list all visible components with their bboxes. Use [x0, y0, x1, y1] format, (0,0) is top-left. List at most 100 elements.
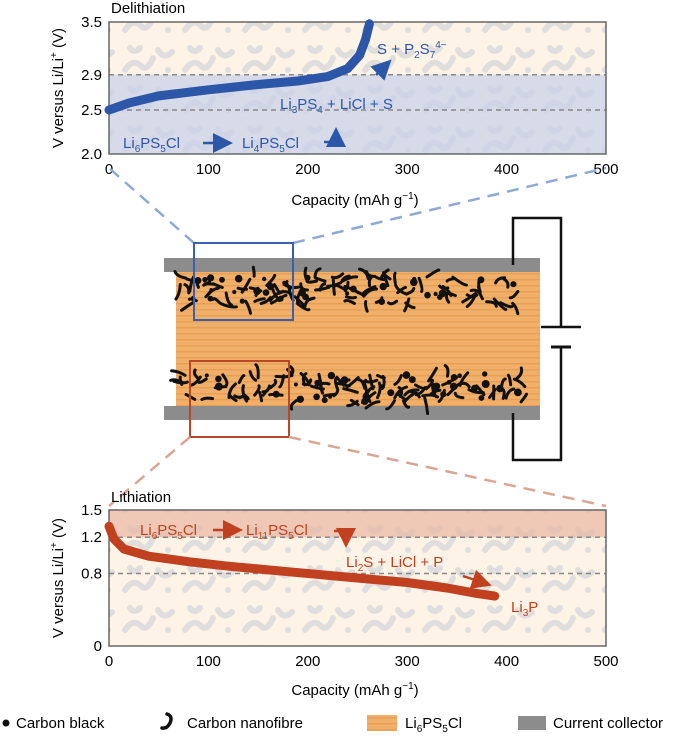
carbon-black-particle	[440, 391, 447, 398]
zoom-connector	[288, 435, 607, 508]
carbon-nanofibre	[403, 297, 411, 313]
carbon-nanofibre	[333, 377, 339, 391]
dashed-levels	[109, 74, 606, 111]
carbon-nanofibre	[330, 272, 345, 280]
current-collector-swatch-icon	[518, 716, 546, 730]
carbon-nanofibre	[362, 287, 378, 298]
x-tick-label: 400	[494, 653, 519, 670]
carbon-nanofibre	[206, 286, 220, 296]
carbon-nanofibre	[424, 378, 435, 391]
current-collector-top	[164, 258, 540, 272]
carbon-nanofibre	[318, 379, 325, 395]
carbon-composite-bottom	[169, 363, 529, 415]
carbon-nanofibre	[492, 297, 508, 311]
carbon-nanofibre	[467, 388, 485, 395]
carbon-black-particle	[214, 382, 223, 391]
carbon-nanofibre	[367, 276, 373, 288]
carbon-nanofibre	[285, 280, 292, 291]
current-collector-bottom	[164, 406, 540, 420]
carbon-nanofibre	[340, 275, 359, 283]
x-tick-label: 200	[295, 161, 320, 178]
carbon-black-particle	[204, 373, 209, 378]
carbon-black-particle	[293, 382, 298, 387]
carbon-black-icon	[2, 719, 10, 727]
carbon-nanofibre	[361, 285, 377, 296]
carbon-nanofibre	[212, 282, 224, 289]
carbon-nanofibre	[258, 390, 264, 403]
carbon-black-particle	[457, 373, 463, 379]
y-axis-label: V versus Li/Li+ (V)	[49, 518, 67, 638]
carbon-nanofibre	[393, 374, 403, 386]
x-tick-label: 400	[494, 161, 519, 178]
carbon-black-particle	[328, 394, 333, 399]
carbon-black-particle	[277, 295, 284, 302]
phase-label-li11ps5cl: Li11PS5Cl	[246, 522, 308, 542]
chart-title: Lithiation	[111, 489, 171, 506]
carbon-nanofibre	[414, 386, 427, 397]
carbon-nanofibre	[409, 390, 421, 399]
carbon-nanofibre	[443, 364, 450, 378]
carbon-nanofibre	[180, 300, 196, 312]
carbon-nanofibre	[364, 378, 379, 384]
carbon-black-particle	[215, 375, 222, 383]
carbon-black-particle	[424, 291, 431, 299]
carbon-black-particle	[433, 291, 438, 297]
x-tick-label: 300	[395, 653, 420, 670]
legend-current-collector: Current collector	[553, 715, 663, 732]
carbon-black-particle	[321, 397, 328, 404]
x-tick-label: 0	[105, 161, 113, 178]
carbon-black-particle	[379, 384, 385, 390]
external-circuit	[511, 216, 563, 462]
carbon-black-particle	[234, 274, 243, 283]
carbon-black-particle	[194, 277, 202, 284]
carbon-black-particle	[478, 395, 485, 401]
arrow-icon	[324, 127, 346, 147]
carbon-black-particle	[296, 395, 304, 403]
carbon-nanofibre	[211, 297, 221, 305]
carbon-nanofibre	[345, 376, 360, 389]
carbon-nanofibre	[485, 300, 498, 308]
carbon-nanofibre	[261, 386, 273, 397]
x-axis-label: Capacity (mAh g−1)	[291, 191, 418, 209]
carbon-black-particle	[219, 276, 225, 283]
legend-carbon-nanofibre: Carbon nanofibre	[187, 715, 303, 732]
carbon-nanofibre	[494, 276, 507, 285]
carbon-nanofibre	[228, 394, 238, 403]
delithiation-curve	[104, 19, 374, 115]
x-tick-label: 500	[593, 653, 618, 670]
carbon-nanofibre	[387, 299, 399, 306]
carbon-nanofibre	[178, 375, 184, 386]
y-tick-label: 0	[94, 638, 102, 655]
carbon-nanofibre	[504, 387, 516, 400]
carbon-nanofibre	[192, 368, 200, 381]
carbon-black-particle	[410, 278, 418, 287]
carbon-black-particle	[449, 382, 458, 391]
legend-carbon-black: Carbon black	[16, 715, 105, 732]
carbon-nanofibre	[444, 292, 451, 304]
carbon-black-particle	[433, 382, 441, 390]
carbon-nanofibre	[506, 373, 513, 387]
carbon-nanofibre	[224, 291, 234, 307]
x-tick-label: 500	[593, 161, 618, 178]
carbon-black-particle	[450, 374, 458, 381]
y-tick-label: 1.2	[81, 529, 102, 546]
carbon-nanofibre	[304, 296, 316, 306]
arrow-icon	[370, 59, 392, 81]
carbon-nanofibre	[423, 396, 430, 415]
carbon-nanofibre	[313, 267, 322, 279]
carbon-black-particle	[362, 392, 370, 401]
carbon-black-particle	[302, 293, 309, 301]
x-tick-labels: 0 100 200 300 400 500	[105, 653, 619, 670]
carbon-nanofibre	[331, 278, 336, 296]
x-tick-label: 100	[196, 653, 221, 670]
carbon-black-particle	[496, 384, 504, 393]
carbon-black-particle	[481, 380, 490, 388]
phase-label-li3p: Li3P	[511, 599, 538, 619]
carbon-nanofibre	[469, 288, 481, 294]
x-tick-label: 200	[295, 653, 320, 670]
carbon-black-particle	[482, 371, 488, 377]
carbon-nanofibre	[379, 268, 390, 281]
carbon-nanofibre	[314, 285, 331, 292]
y-tick-label: 2.9	[81, 67, 102, 84]
